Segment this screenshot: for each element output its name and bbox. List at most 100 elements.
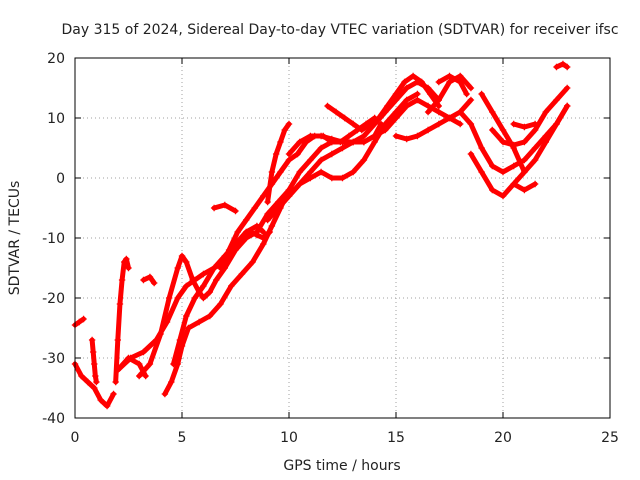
plus-marker xyxy=(403,96,410,104)
plus-marker xyxy=(350,168,357,176)
plus-marker xyxy=(384,102,391,110)
plus-marker xyxy=(268,222,276,230)
satellite-track-25 xyxy=(478,90,528,176)
plus-marker xyxy=(499,138,507,146)
plus-marker xyxy=(277,138,284,146)
y-tick-label: 0 xyxy=(56,171,65,187)
plus-marker xyxy=(499,126,507,134)
satellite-track-24 xyxy=(510,120,539,131)
plus-marker xyxy=(531,144,539,152)
plus-marker xyxy=(403,135,410,143)
plus-marker xyxy=(285,192,293,200)
plus-marker xyxy=(140,276,147,284)
plus-marker xyxy=(174,264,181,272)
y-tick-label: -10 xyxy=(42,231,65,247)
plus-marker xyxy=(140,348,147,356)
plus-marker xyxy=(146,273,154,281)
plus-marker xyxy=(183,282,190,290)
plus-marker xyxy=(510,162,517,170)
plus-marker xyxy=(401,78,408,86)
satellite-track-4 xyxy=(112,255,132,386)
plus-marker xyxy=(510,144,517,152)
plus-marker xyxy=(317,132,325,140)
plus-marker xyxy=(371,132,378,140)
plus-marker xyxy=(264,198,271,206)
y-tick-label: -30 xyxy=(42,351,65,367)
plus-marker xyxy=(435,108,442,116)
track-line xyxy=(325,73,442,133)
plus-marker xyxy=(467,96,475,104)
plus-marker xyxy=(371,138,378,146)
x-tick-label: 20 xyxy=(494,430,512,446)
plus-marker xyxy=(234,228,241,236)
plus-marker xyxy=(339,144,346,152)
plus-marker xyxy=(165,294,173,302)
plus-marker xyxy=(285,120,293,128)
satellite-track-2 xyxy=(71,315,87,329)
plus-marker xyxy=(521,186,528,194)
plus-marker xyxy=(200,282,207,290)
plus-marker xyxy=(116,300,124,308)
plus-marker xyxy=(228,282,235,290)
plus-marker xyxy=(531,156,539,164)
plus-marker xyxy=(78,372,85,380)
plus-marker xyxy=(272,150,280,158)
plus-marker xyxy=(76,318,83,326)
plus-marker xyxy=(277,168,284,176)
plus-marker xyxy=(489,162,496,170)
plus-marker xyxy=(424,108,432,116)
plus-marker xyxy=(358,126,365,134)
plus-marker xyxy=(161,390,169,398)
plus-marker xyxy=(510,180,517,188)
plus-marker xyxy=(350,138,357,146)
plus-marker xyxy=(123,255,130,263)
plus-marker xyxy=(559,60,567,68)
plus-marker xyxy=(499,192,507,200)
plus-marker xyxy=(467,84,475,92)
satellite-track-16 xyxy=(324,72,442,134)
plus-marker xyxy=(360,138,368,146)
satellite-track-11 xyxy=(217,114,378,272)
plus-marker xyxy=(414,132,421,140)
plus-marker xyxy=(307,156,314,164)
plus-marker xyxy=(150,279,158,287)
grid-lines xyxy=(75,58,610,418)
plus-marker xyxy=(392,132,400,140)
track-line xyxy=(436,73,470,97)
plus-marker xyxy=(206,288,214,296)
plus-marker xyxy=(170,360,177,368)
plus-marker xyxy=(435,96,442,104)
plus-marker xyxy=(307,168,314,176)
plus-marker xyxy=(360,156,368,164)
chart-title: Day 315 of 2024, Sidereal Day-to-day VTE… xyxy=(61,22,618,38)
satellite-track-6 xyxy=(140,273,158,287)
plus-marker xyxy=(195,318,203,326)
plus-marker xyxy=(189,276,196,284)
plus-marker xyxy=(136,372,143,380)
satellite-track-21 xyxy=(457,102,571,176)
plus-marker xyxy=(418,78,425,86)
plus-marker xyxy=(260,240,267,248)
plus-marker xyxy=(339,174,346,182)
plus-marker xyxy=(110,390,117,398)
plus-marker xyxy=(260,228,267,236)
plus-marker xyxy=(392,90,400,98)
plus-marker xyxy=(264,216,271,224)
plus-marker xyxy=(103,402,111,410)
plus-marker xyxy=(91,384,98,392)
plus-marker xyxy=(521,138,528,146)
plus-marker xyxy=(531,126,539,134)
plus-marker xyxy=(317,144,325,152)
plus-marker xyxy=(200,270,207,278)
plus-marker xyxy=(296,168,303,176)
plus-marker xyxy=(268,168,276,176)
plus-marker xyxy=(221,201,228,209)
plus-marker xyxy=(403,102,410,110)
satellite-track-28 xyxy=(210,201,239,215)
x-tick-label: 25 xyxy=(601,430,619,446)
y-tick-label: 10 xyxy=(47,111,65,127)
plus-marker xyxy=(489,186,496,194)
plus-marker xyxy=(281,126,288,134)
plus-marker xyxy=(521,168,528,176)
plus-marker xyxy=(341,114,348,122)
